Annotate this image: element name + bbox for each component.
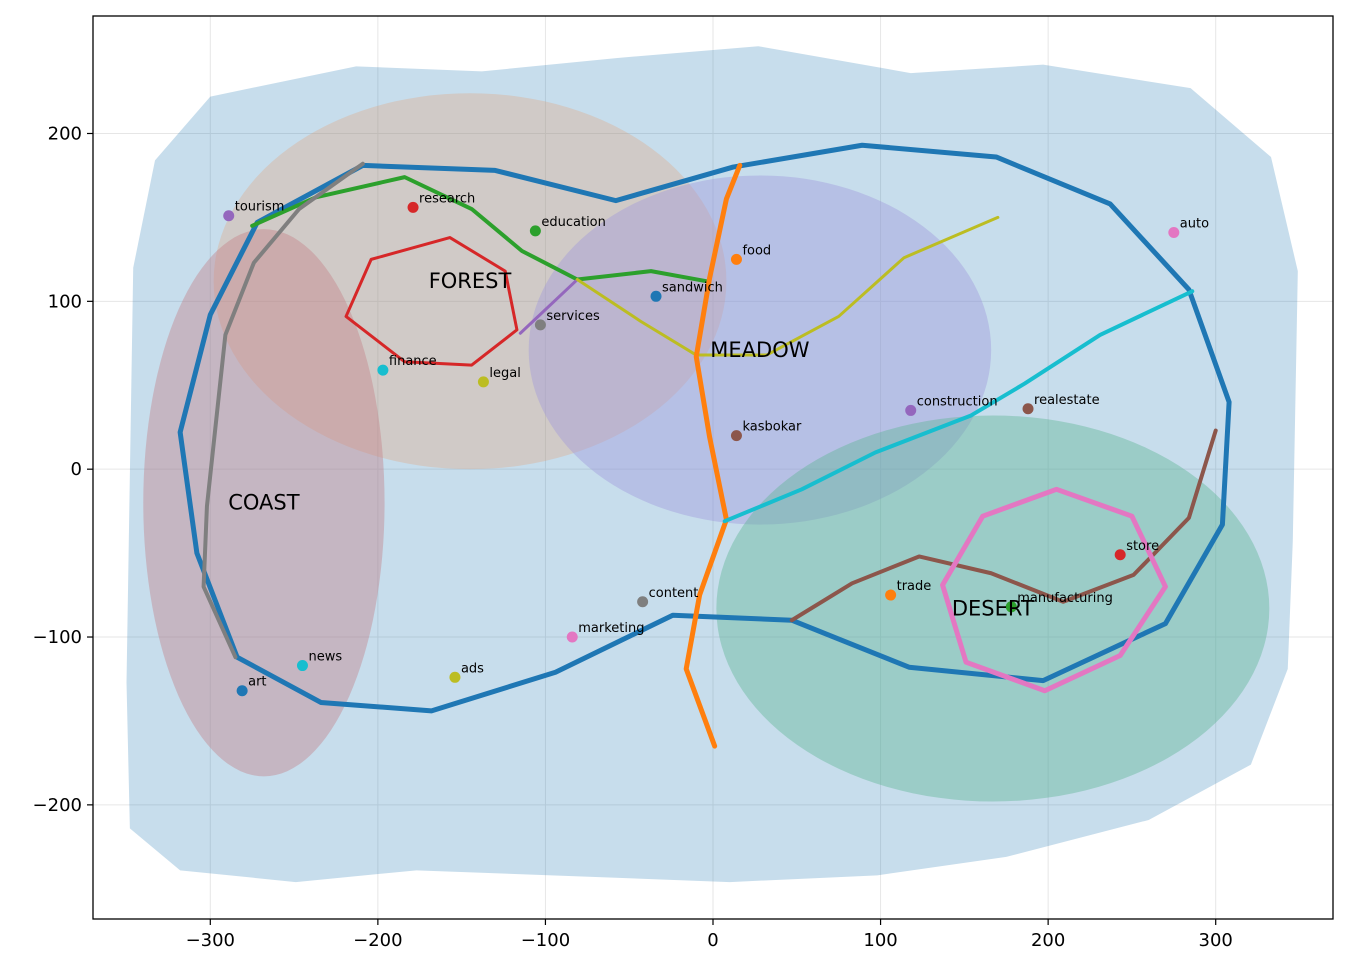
city-sandwich: sandwich	[650, 280, 723, 302]
city-marker	[236, 685, 248, 697]
route-line-6	[575, 215, 1000, 357]
city-marker	[885, 589, 897, 601]
city-store: store	[1114, 539, 1159, 561]
city-label: kasbokar	[742, 420, 802, 435]
city-marker	[650, 290, 662, 302]
city-marker	[449, 671, 461, 683]
region-coast	[143, 229, 385, 777]
city-label: auto	[1180, 217, 1209, 232]
x-tick-label: 100	[863, 930, 897, 951]
city-marker	[223, 210, 235, 222]
city-marker	[534, 319, 546, 331]
city-label: construction	[917, 394, 998, 409]
x-tick-label: 200	[1031, 930, 1065, 951]
land-polygon	[126, 46, 1298, 883]
city-food: food	[730, 243, 771, 265]
route-line-7	[683, 162, 743, 749]
y-tick-label: −100	[33, 627, 82, 648]
city-marketing: marketing	[566, 621, 644, 643]
city-label: tourism	[235, 200, 285, 215]
city-label: art	[248, 675, 266, 690]
city-marker	[730, 253, 742, 265]
city-label: realestate	[1034, 393, 1100, 408]
city-art: art	[236, 675, 267, 697]
route-line-9	[789, 428, 1218, 623]
city-ads: ads	[449, 661, 484, 683]
route-line-8	[722, 289, 1195, 524]
city-label: legal	[489, 366, 520, 381]
city-marker	[637, 596, 649, 608]
y-tick-label: 0	[71, 459, 82, 480]
regions	[143, 93, 1270, 802]
region-labels: FOREST MEADOW COAST DESERT	[228, 269, 1034, 620]
x-tick-label: −100	[521, 930, 570, 951]
city-label: research	[419, 191, 475, 206]
city-content: content	[637, 586, 698, 608]
city-label: services	[546, 309, 600, 324]
route-line-5	[518, 279, 578, 335]
city-manufacturing: manufacturing	[1005, 591, 1113, 613]
region-label-coast: COAST	[228, 491, 300, 515]
city-marker	[1005, 601, 1017, 613]
city-label: trade	[897, 579, 932, 594]
city-tourism: tourism	[223, 200, 284, 222]
city-marker	[1114, 549, 1126, 561]
city-label: education	[541, 215, 606, 230]
axis-ticks: −300 −200 −100 0 100 200 300 −200 −100 0 100 200	[33, 123, 1233, 951]
region-label-desert: DESERT	[952, 596, 1034, 620]
x-tick-label: −200	[353, 930, 402, 951]
land-area	[126, 46, 1298, 883]
city-marker	[407, 201, 419, 213]
city-points: tourism research education food auto sandwich…	[223, 191, 1209, 697]
y-tick-label: −200	[33, 795, 82, 816]
city-label: ads	[461, 661, 484, 676]
city-marker	[296, 660, 308, 672]
route-line-10	[940, 486, 1168, 694]
city-marker	[1022, 403, 1034, 415]
region-desert	[716, 415, 1270, 802]
city-construction: construction	[905, 394, 998, 416]
city-education: education	[529, 215, 606, 237]
city-finance: finance	[377, 354, 437, 376]
city-marker	[477, 376, 489, 388]
x-tick-label: −300	[186, 930, 235, 951]
city-label: sandwich	[662, 280, 723, 295]
region-label-forest: FOREST	[429, 269, 512, 293]
city-marker	[377, 364, 389, 376]
city-auto: auto	[1168, 217, 1209, 239]
region-forest	[213, 93, 727, 470]
y-tick-label: 100	[48, 291, 82, 312]
city-label: manufacturing	[1017, 591, 1113, 606]
city-marker	[529, 225, 541, 237]
route-line-4	[344, 236, 519, 367]
x-tick-label: 300	[1199, 930, 1233, 951]
city-legal: legal	[477, 366, 521, 388]
city-label: news	[308, 650, 342, 665]
city-marker	[905, 404, 917, 416]
city-services: services	[534, 309, 600, 331]
city-trade: trade	[885, 579, 931, 601]
city-marker	[1168, 227, 1180, 239]
city-marker	[730, 430, 742, 442]
city-label: marketing	[578, 621, 644, 636]
city-news: news	[296, 650, 342, 672]
route-lines	[177, 142, 1232, 749]
city-label: food	[742, 243, 771, 258]
city-marker	[566, 631, 578, 643]
city-realestate: realestate	[1022, 393, 1100, 415]
region-meadow	[528, 175, 992, 525]
x-tick-label: 0	[707, 930, 718, 951]
city-label: store	[1126, 539, 1159, 554]
city-label: finance	[389, 354, 437, 369]
route-line-2	[250, 175, 709, 284]
route-line-3	[201, 161, 365, 660]
city-kasbokar: kasbokar	[730, 420, 802, 442]
city-label: content	[649, 586, 699, 601]
route-line-1	[177, 142, 1232, 714]
y-tick-label: 200	[48, 123, 82, 144]
city-research: research	[407, 191, 475, 213]
region-label-meadow: MEADOW	[710, 338, 809, 362]
